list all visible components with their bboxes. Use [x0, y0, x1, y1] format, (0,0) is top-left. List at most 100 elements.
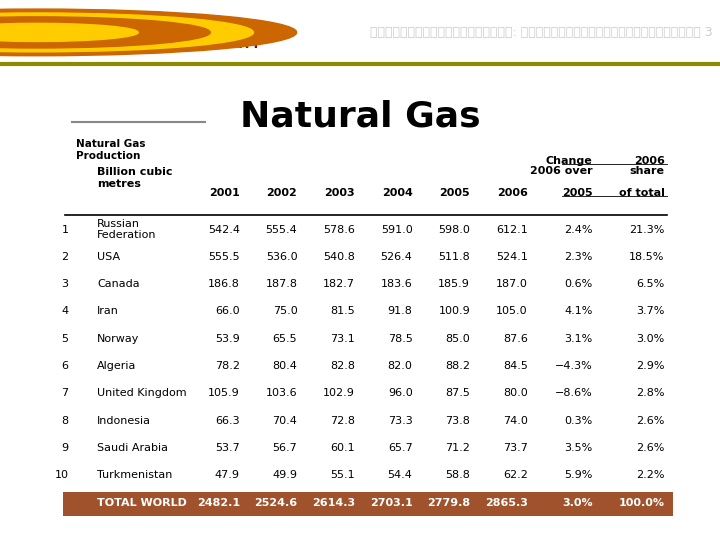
Text: 3.5%: 3.5%	[564, 443, 593, 453]
Text: 2004: 2004	[382, 188, 413, 198]
Text: 578.6: 578.6	[323, 225, 355, 234]
Circle shape	[0, 9, 297, 56]
Text: 0.6%: 0.6%	[564, 279, 593, 289]
Text: Norway: Norway	[97, 334, 140, 344]
Text: 6.5%: 6.5%	[636, 279, 665, 289]
Text: 47.9: 47.9	[215, 470, 240, 481]
Text: 80.4: 80.4	[272, 361, 297, 371]
Text: United Kingdom: United Kingdom	[97, 388, 186, 399]
Text: 4: 4	[61, 307, 68, 316]
Text: 185.9: 185.9	[438, 279, 470, 289]
Text: 102.9: 102.9	[323, 388, 355, 399]
Text: 536.0: 536.0	[266, 252, 297, 262]
Text: 60.1: 60.1	[330, 443, 355, 453]
Text: 21.3%: 21.3%	[629, 225, 665, 234]
Text: 70.4: 70.4	[272, 416, 297, 426]
Text: 2006 over: 2006 over	[530, 166, 593, 176]
Text: 73.7: 73.7	[503, 443, 528, 453]
Text: 80.0: 80.0	[503, 388, 528, 399]
Text: 526.4: 526.4	[381, 252, 413, 262]
Text: Faculty of Economics: Faculty of Economics	[83, 16, 192, 26]
Text: 7: 7	[61, 388, 68, 399]
Text: 100.0%: 100.0%	[618, 498, 665, 508]
Text: Natural Gas: Natural Gas	[240, 100, 480, 133]
Text: Turkmenistan: Turkmenistan	[97, 470, 173, 481]
Text: 612.1: 612.1	[496, 225, 528, 234]
Text: 2.6%: 2.6%	[636, 416, 665, 426]
Text: 8: 8	[61, 416, 68, 426]
Text: 524.1: 524.1	[496, 252, 528, 262]
Text: 91.8: 91.8	[387, 307, 413, 316]
Text: 82.0: 82.0	[387, 361, 413, 371]
Text: 78.2: 78.2	[215, 361, 240, 371]
Circle shape	[0, 17, 210, 48]
Text: 2.4%: 2.4%	[564, 225, 593, 234]
Text: 85.0: 85.0	[446, 334, 470, 344]
Text: 82.8: 82.8	[330, 361, 355, 371]
Text: 4.1%: 4.1%	[564, 307, 593, 316]
Text: −4.3%: −4.3%	[555, 361, 593, 371]
Text: 62.2: 62.2	[503, 470, 528, 481]
Text: 105.0: 105.0	[496, 307, 528, 316]
Text: 9: 9	[61, 443, 68, 453]
Text: 591.0: 591.0	[381, 225, 413, 234]
Text: 100.9: 100.9	[438, 307, 470, 316]
Text: Change: Change	[546, 156, 593, 166]
Circle shape	[0, 13, 253, 52]
Text: 6: 6	[61, 361, 68, 371]
Text: 3.1%: 3.1%	[564, 334, 593, 344]
Text: of total: of total	[618, 188, 665, 198]
Text: 66.3: 66.3	[215, 416, 240, 426]
Text: 5.9%: 5.9%	[564, 470, 593, 481]
Text: 81.5: 81.5	[330, 307, 355, 316]
Text: 2779.8: 2779.8	[427, 498, 470, 508]
Text: THAMMASAT UNIVERSITY: THAMMASAT UNIVERSITY	[83, 38, 260, 51]
Text: 73.1: 73.1	[330, 334, 355, 344]
Text: 2.2%: 2.2%	[636, 470, 665, 481]
Text: 2.8%: 2.8%	[636, 388, 665, 399]
Text: 2002: 2002	[266, 188, 297, 198]
Text: 2006: 2006	[497, 188, 528, 198]
Text: 53.7: 53.7	[215, 443, 240, 453]
Text: 2005: 2005	[562, 188, 593, 198]
Text: 65.5: 65.5	[273, 334, 297, 344]
Text: 3: 3	[61, 279, 68, 289]
Text: Iran: Iran	[97, 307, 119, 316]
Text: 72.8: 72.8	[330, 416, 355, 426]
Text: 84.5: 84.5	[503, 361, 528, 371]
Text: 2003: 2003	[324, 188, 355, 198]
Text: Russian
Federation: Russian Federation	[97, 219, 157, 240]
Text: 598.0: 598.0	[438, 225, 470, 234]
Text: 2001: 2001	[209, 188, 240, 198]
Text: 2.9%: 2.9%	[636, 361, 665, 371]
Text: 105.9: 105.9	[208, 388, 240, 399]
Text: 5: 5	[61, 334, 68, 344]
Text: สถานการณ์พลังงานโลก: วิกฤตการณ์น้ำมันครั้งที่ 3: สถานการณ์พลังงานโลก: วิกฤตการณ์น้ำมันครั…	[370, 26, 713, 39]
Text: 511.8: 511.8	[438, 252, 470, 262]
Text: 103.6: 103.6	[266, 388, 297, 399]
FancyBboxPatch shape	[63, 492, 673, 516]
Text: 2524.6: 2524.6	[254, 498, 297, 508]
Text: 2.3%: 2.3%	[564, 252, 593, 262]
Text: 87.5: 87.5	[445, 388, 470, 399]
Text: share: share	[629, 166, 665, 176]
Text: 65.7: 65.7	[388, 443, 413, 453]
Text: 73.8: 73.8	[445, 416, 470, 426]
Text: 187.8: 187.8	[266, 279, 297, 289]
Text: Canada: Canada	[97, 279, 140, 289]
Text: 2703.1: 2703.1	[370, 498, 413, 508]
Text: 2: 2	[61, 252, 68, 262]
Text: 73.3: 73.3	[388, 416, 413, 426]
Text: 3.0%: 3.0%	[636, 334, 665, 344]
Text: 66.0: 66.0	[215, 307, 240, 316]
Text: Algeria: Algeria	[97, 361, 137, 371]
Text: 187.0: 187.0	[496, 279, 528, 289]
Text: 56.7: 56.7	[273, 443, 297, 453]
Text: 88.2: 88.2	[445, 361, 470, 371]
Text: 18.5%: 18.5%	[629, 252, 665, 262]
Text: 2865.3: 2865.3	[485, 498, 528, 508]
Text: 2.6%: 2.6%	[636, 443, 665, 453]
Text: 75.0: 75.0	[273, 307, 297, 316]
Text: 58.8: 58.8	[445, 470, 470, 481]
Text: 2006: 2006	[634, 156, 665, 166]
